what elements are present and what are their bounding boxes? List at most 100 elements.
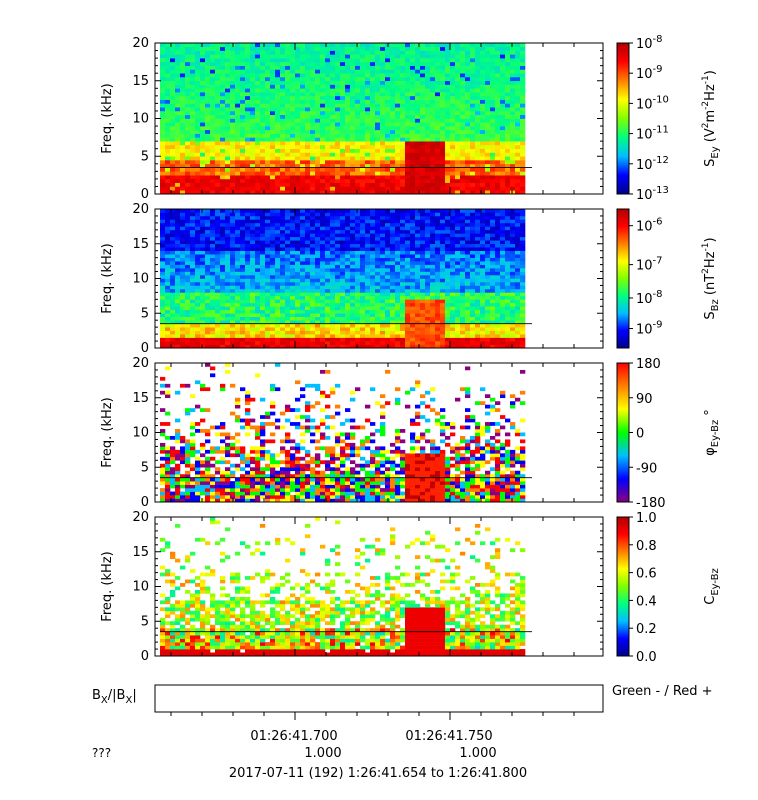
heatmap-cell bbox=[335, 134, 340, 138]
heatmap-cell bbox=[465, 145, 470, 149]
heatmap-cell bbox=[270, 66, 275, 70]
heatmap-cell bbox=[375, 43, 380, 47]
heatmap-cell bbox=[515, 122, 520, 126]
heatmap-cell bbox=[335, 327, 340, 331]
heatmap-cell bbox=[330, 58, 335, 62]
heatmap-cell bbox=[350, 240, 355, 244]
heatmap-cell bbox=[325, 152, 330, 156]
heatmap-cell bbox=[185, 122, 190, 126]
heatmap-cell bbox=[265, 88, 270, 92]
heatmap-cell bbox=[180, 130, 185, 134]
heatmap-cell bbox=[475, 107, 480, 111]
heatmap-cell bbox=[295, 156, 300, 160]
heatmap-cell bbox=[385, 156, 390, 160]
heatmap-cell bbox=[245, 145, 250, 149]
heatmap-cell bbox=[345, 216, 350, 220]
heatmap-cell bbox=[255, 141, 260, 145]
heatmap-cell bbox=[445, 152, 450, 156]
heatmap-cell bbox=[375, 331, 380, 335]
heatmap-cell bbox=[195, 334, 200, 338]
heatmap-cell bbox=[265, 334, 270, 338]
heatmap-cell bbox=[505, 160, 510, 164]
heatmap-cell bbox=[365, 237, 370, 241]
heatmap-cell bbox=[515, 126, 520, 130]
heatmap-cell bbox=[235, 96, 240, 100]
heatmap-cell bbox=[335, 310, 340, 314]
heatmap-cell bbox=[355, 43, 360, 47]
heatmap-cell bbox=[340, 209, 345, 213]
heatmap-cell bbox=[370, 119, 375, 123]
heatmap-cell bbox=[230, 254, 235, 258]
heatmap-cell bbox=[355, 230, 360, 234]
heatmap-cell bbox=[400, 268, 405, 272]
heatmap-cell bbox=[430, 168, 435, 172]
heatmap-cell bbox=[290, 141, 295, 145]
heatmap-cell bbox=[210, 324, 215, 328]
heatmap-cell bbox=[195, 66, 200, 70]
heatmap-cell bbox=[285, 107, 290, 111]
heatmap-cell bbox=[335, 186, 340, 190]
heatmap-cell bbox=[345, 289, 350, 293]
heatmap-cell bbox=[310, 156, 315, 160]
heatmap-cell bbox=[305, 51, 310, 55]
heatmap-cell bbox=[280, 334, 285, 338]
heatmap-cell bbox=[380, 168, 385, 172]
heatmap-cell bbox=[265, 275, 270, 279]
heatmap-cell bbox=[300, 186, 305, 190]
heatmap-cell bbox=[380, 179, 385, 183]
heatmap-cell bbox=[250, 69, 255, 73]
heatmap-cell bbox=[305, 282, 310, 286]
heatmap-cell bbox=[165, 66, 170, 70]
heatmap-cell bbox=[330, 303, 335, 307]
heatmap-cell bbox=[210, 152, 215, 156]
heatmap-cell bbox=[310, 43, 315, 47]
heatmap-cell bbox=[235, 149, 240, 153]
heatmap-cell bbox=[270, 145, 275, 149]
heatmap-cell bbox=[345, 237, 350, 241]
heatmap-cell bbox=[290, 81, 295, 85]
heatmap-cell bbox=[270, 152, 275, 156]
heatmap-cell bbox=[265, 122, 270, 126]
heatmap-cell bbox=[515, 103, 520, 107]
heatmap-cell bbox=[310, 230, 315, 234]
heatmap-cell bbox=[400, 272, 405, 276]
heatmap-cell bbox=[290, 107, 295, 111]
heatmap-cell bbox=[340, 119, 345, 123]
heatmap-cell bbox=[245, 341, 250, 345]
heatmap-cell bbox=[190, 265, 195, 269]
heatmap-cell bbox=[245, 331, 250, 335]
heatmap-cell bbox=[405, 100, 410, 104]
heatmap-cell bbox=[340, 240, 345, 244]
heatmap-cell bbox=[265, 299, 270, 303]
heatmap-cell bbox=[465, 149, 470, 153]
heatmap-cell bbox=[165, 261, 170, 265]
heatmap-cell bbox=[435, 156, 440, 160]
heatmap-cell bbox=[395, 324, 400, 328]
heatmap-cell bbox=[385, 313, 390, 317]
heatmap-cell bbox=[260, 107, 265, 111]
heatmap-cell bbox=[270, 279, 275, 283]
heatmap-cell bbox=[275, 327, 280, 331]
heatmap-cell bbox=[435, 58, 440, 62]
heatmap-cell bbox=[390, 149, 395, 153]
heatmap-cell bbox=[210, 289, 215, 293]
heatmap-cell bbox=[195, 137, 200, 141]
heatmap-cell bbox=[160, 130, 165, 134]
heatmap-cell bbox=[235, 160, 240, 164]
heatmap-cell bbox=[280, 240, 285, 244]
heatmap-cell bbox=[185, 233, 190, 237]
heatmap-cell bbox=[285, 100, 290, 104]
heatmap-cell bbox=[360, 179, 365, 183]
heatmap-cell bbox=[210, 296, 215, 300]
heatmap-cell bbox=[190, 327, 195, 331]
heatmap-cell bbox=[170, 145, 175, 149]
heatmap-cell bbox=[180, 212, 185, 216]
heatmap-cell bbox=[375, 219, 380, 223]
heatmap-cell bbox=[470, 51, 475, 55]
heatmap-cell bbox=[180, 247, 185, 251]
heatmap-cell bbox=[265, 254, 270, 258]
heatmap-cell bbox=[295, 258, 300, 262]
heatmap-cell bbox=[420, 107, 425, 111]
heatmap-cell bbox=[225, 43, 230, 47]
